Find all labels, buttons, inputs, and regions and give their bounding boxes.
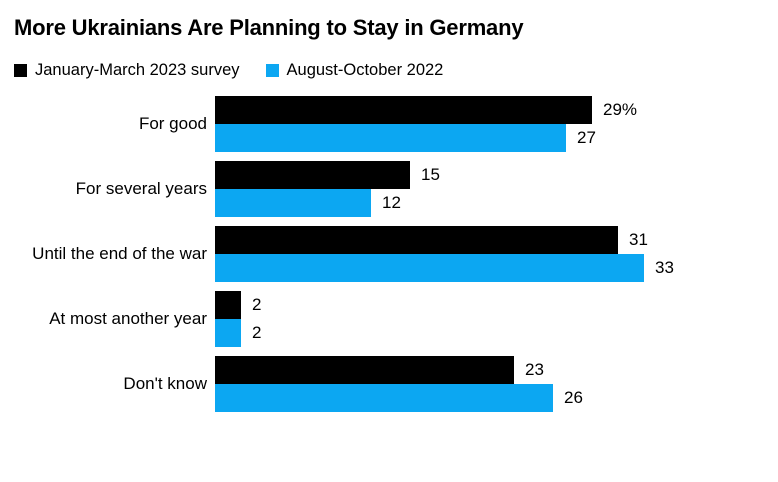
bar-line: 23 — [215, 356, 583, 384]
bar-group: 29% 27 — [215, 96, 637, 152]
legend-label-2023: January-March 2023 survey — [35, 61, 240, 79]
bar-row: Until the end of the war 31 33 — [0, 226, 778, 282]
bar-chart: For good 29% 27 For several years 15 12 Until … — [0, 96, 778, 412]
value-label: 2 — [252, 323, 262, 342]
legend-swatch-2023 — [14, 63, 27, 77]
bar-line: 31 — [215, 226, 674, 254]
bar-group: 31 33 — [215, 226, 674, 282]
bar-row: For good 29% 27 — [0, 96, 778, 152]
value-label: 15 — [421, 165, 440, 184]
bar-line: 15 — [215, 161, 440, 189]
bar-2023-survey — [215, 356, 514, 384]
bar-2023-survey — [215, 291, 241, 319]
value-label: 27 — [577, 128, 596, 147]
value-label: 12 — [382, 193, 401, 212]
bar-row: Don't know 23 26 — [0, 356, 778, 412]
value-label: 23 — [525, 360, 544, 379]
value-label: 2 — [252, 295, 262, 314]
category-label: For good — [138, 114, 207, 133]
bar-group: 15 12 — [215, 161, 440, 217]
value-label: 26 — [564, 388, 583, 407]
bar-2022-survey — [215, 384, 553, 412]
legend-label-2022: August-October 2022 — [286, 61, 444, 79]
value-label: 29% — [603, 100, 638, 119]
bar-row: At most another year 2 2 — [0, 291, 778, 347]
bar-group: 23 26 — [215, 356, 583, 412]
bar-2022-survey — [215, 254, 644, 282]
bar-line: 33 — [215, 254, 674, 282]
value-label: 31 — [629, 230, 648, 249]
bar-2023-survey — [215, 96, 592, 124]
category-label: For several years — [75, 179, 207, 198]
category-label: Until the end of the war — [32, 244, 207, 263]
bar-2022-survey — [215, 124, 566, 152]
bar-line: 26 — [215, 384, 583, 412]
bar-line: 29% — [215, 96, 637, 124]
value-label: 33 — [655, 258, 674, 277]
category-label: At most another year — [49, 309, 207, 328]
bar-line: 12 — [215, 189, 440, 217]
bar-2022-survey — [215, 319, 241, 347]
legend-item-2022: August-October 2022 — [265, 61, 444, 79]
legend: January-March 2023 survey August-October… — [14, 61, 764, 79]
bar-2023-survey — [215, 161, 410, 189]
bar-row: For several years 15 12 — [0, 161, 778, 217]
bar-2022-survey — [215, 189, 371, 217]
bar-line: 2 — [215, 291, 261, 319]
bar-2023-survey — [215, 226, 618, 254]
bar-line: 27 — [215, 124, 637, 152]
page-title: More Ukrainians Are Planning to Stay in … — [14, 15, 524, 40]
legend-swatch-2022 — [265, 63, 279, 77]
category-label: Don't know — [123, 374, 207, 393]
legend-item-2023: January-March 2023 survey — [14, 61, 240, 79]
bar-line: 2 — [215, 319, 261, 347]
